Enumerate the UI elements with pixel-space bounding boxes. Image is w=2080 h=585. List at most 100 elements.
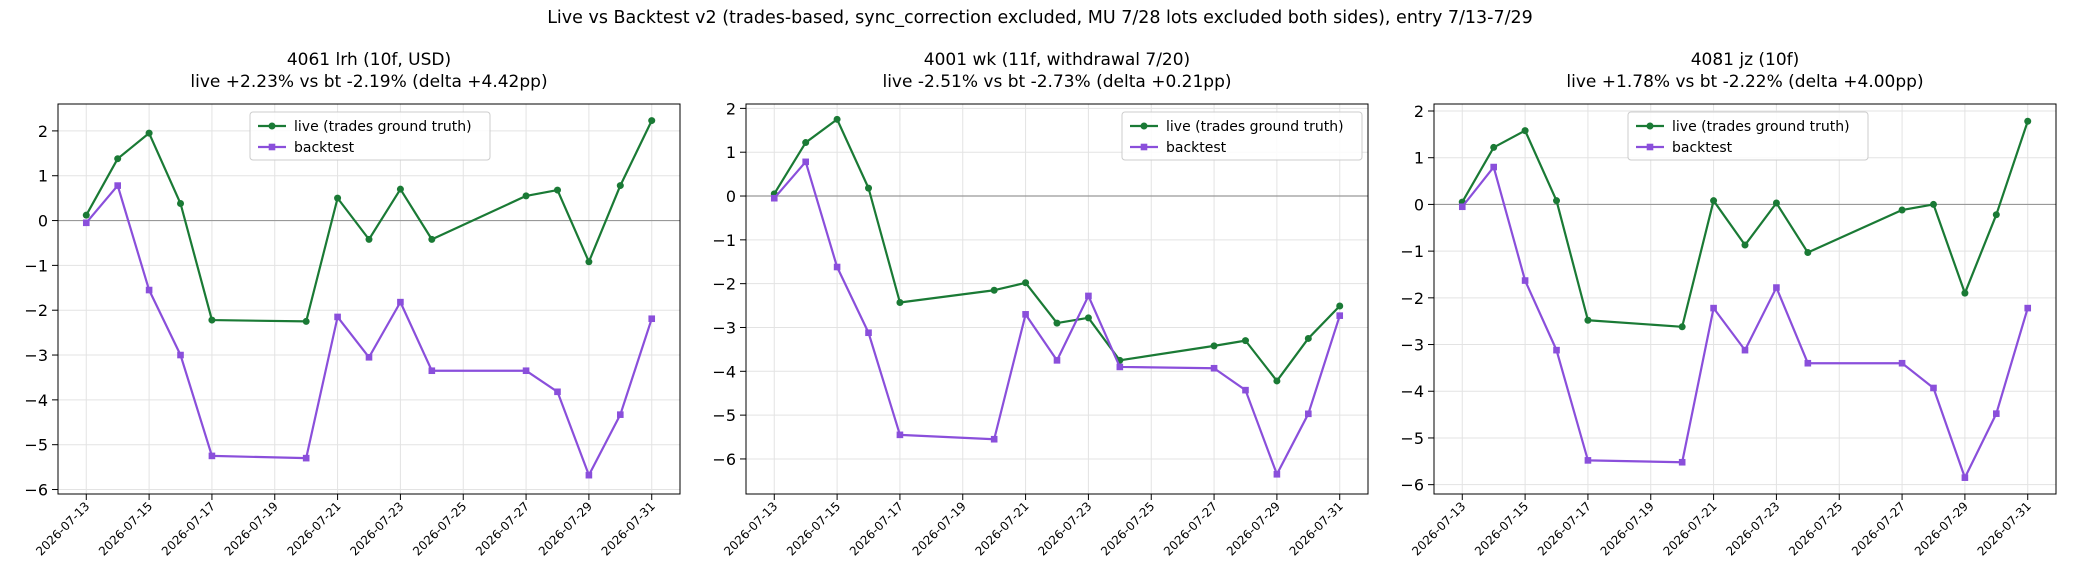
y-tick-label: −4	[24, 391, 48, 410]
y-tick-label: −1	[24, 256, 48, 275]
x-tick-label: 2026-07-23	[347, 499, 406, 558]
y-tick-label: 0	[1414, 195, 1424, 214]
data-point-backtest	[1242, 386, 1249, 394]
data-point-backtest	[833, 263, 841, 271]
y-tick-label: 0	[726, 187, 736, 206]
data-point-live	[2024, 117, 2032, 125]
x-tick-label: 2026-07-31	[1975, 499, 2034, 558]
data-point-backtest	[1022, 311, 1029, 318]
data-point-backtest	[865, 329, 872, 337]
x-tick-label: 2026-07-17	[159, 499, 218, 558]
legend-marker	[268, 122, 276, 130]
data-point-live	[208, 316, 216, 324]
y-tick-label: −3	[1400, 336, 1424, 355]
data-point-backtest	[2024, 304, 2032, 312]
data-point-backtest	[114, 182, 121, 189]
data-point-live	[82, 211, 90, 219]
axes-frame	[745, 103, 1369, 495]
data-point-live	[1804, 249, 1812, 257]
data-point-backtest	[1305, 410, 1312, 418]
legend-box	[249, 111, 491, 161]
x-tick-label: 2026-07-21	[284, 499, 343, 558]
y-tick-label: −1	[712, 231, 736, 250]
y-tick-label: −1	[1400, 242, 1424, 261]
data-point-backtest	[1273, 470, 1281, 478]
data-point-backtest	[1710, 304, 1717, 312]
data-point-live	[365, 235, 373, 243]
y-tick-label: −6	[1400, 476, 1424, 495]
data-point-backtest	[585, 471, 593, 479]
data-point-live	[396, 185, 404, 193]
x-tick-label: 2026-07-27	[1161, 499, 1220, 558]
data-point-backtest	[1085, 292, 1092, 300]
data-point-live	[1741, 241, 1749, 249]
y-tick-label: −6	[24, 481, 48, 500]
legend: live (trades ground truth) backtest	[1121, 111, 1363, 161]
data-point-live	[145, 129, 153, 137]
data-point-live	[1898, 206, 1906, 214]
x-tick-label: 2026-07-21	[972, 499, 1031, 558]
x-tick-label: 2026-07-23	[1723, 499, 1782, 558]
data-point-live	[1992, 211, 2000, 219]
data-point-live	[1490, 143, 1498, 151]
data-point-backtest	[1053, 357, 1061, 364]
data-point-backtest	[145, 286, 153, 294]
legend-marker	[1646, 122, 1654, 130]
data-point-live	[522, 192, 530, 200]
y-tick-label: 2	[38, 122, 48, 141]
x-tick-label: 2026-07-13	[1409, 499, 1468, 558]
data-point-live	[1553, 197, 1561, 205]
axes-frame	[57, 103, 681, 495]
y-tick-label: −6	[712, 450, 736, 469]
data-point-backtest	[1116, 363, 1124, 371]
series-line-backtest	[85, 184, 653, 477]
legend-box	[1627, 111, 1869, 161]
x-tick-label: 2026-07-13	[33, 499, 92, 558]
data-point-live	[616, 182, 624, 190]
data-point-backtest	[770, 194, 778, 202]
data-point-backtest	[554, 388, 561, 396]
data-point-live	[1241, 337, 1249, 345]
x-tick-label: 2026-07-15	[1472, 499, 1531, 558]
x-tick-label: 2026-07-17	[1535, 499, 1594, 558]
y-tick-label: −4	[712, 362, 736, 381]
data-point-backtest	[617, 411, 624, 418]
data-point-backtest	[1553, 346, 1560, 354]
figure-suptitle: Live vs Backtest v2 (trades-based, sync_…	[547, 8, 1533, 28]
data-point-backtest	[1584, 457, 1592, 464]
data-point-backtest	[1898, 359, 1906, 367]
x-tick-label: 2026-07-25	[1098, 499, 1157, 558]
data-point-backtest	[1993, 410, 2000, 417]
legend-label: backtest	[1672, 140, 1733, 156]
y-tick-label: 0	[38, 212, 48, 231]
data-point-live	[833, 115, 841, 123]
y-tick-label: −3	[712, 318, 736, 337]
data-point-live	[302, 317, 310, 325]
data-point-backtest	[896, 431, 904, 439]
data-point-live	[802, 139, 810, 147]
data-point-live	[428, 235, 436, 243]
legend-marker	[1140, 122, 1148, 130]
data-point-backtest	[1490, 163, 1497, 171]
data-point-live	[865, 184, 873, 192]
chart-panel-1: 4061 lrh (10f, USD)live +2.23% vs bt -2.…	[24, 50, 681, 558]
legend-label: live (trades ground truth)	[1166, 119, 1344, 135]
data-point-backtest	[82, 219, 90, 227]
legend-label: live (trades ground truth)	[1672, 119, 1850, 135]
chart-title: 4061 lrh (10f, USD)	[287, 50, 451, 70]
chart-subtitle: live +1.78% vs bt -2.22% (delta +4.00pp)	[1566, 72, 1923, 92]
data-point-live	[585, 258, 593, 266]
legend-marker	[1140, 143, 1148, 151]
data-point-backtest	[1521, 277, 1529, 284]
legend-marker	[1646, 143, 1654, 151]
x-tick-label: 2026-07-17	[847, 499, 906, 558]
data-point-live	[990, 286, 998, 294]
data-point-live	[1521, 127, 1529, 135]
x-tick-label: 2026-07-15	[96, 499, 155, 558]
x-tick-label: 2026-07-21	[1660, 499, 1719, 558]
data-point-live	[1710, 197, 1718, 205]
data-point-backtest	[177, 351, 184, 359]
chart-panel-2: 4001 wk (11f, withdrawal 7/20)live -2.51…	[712, 50, 1369, 558]
chart-subtitle: live +2.23% vs bt -2.19% (delta +4.42pp)	[190, 72, 547, 92]
x-tick-label: 2026-07-29	[536, 499, 595, 558]
